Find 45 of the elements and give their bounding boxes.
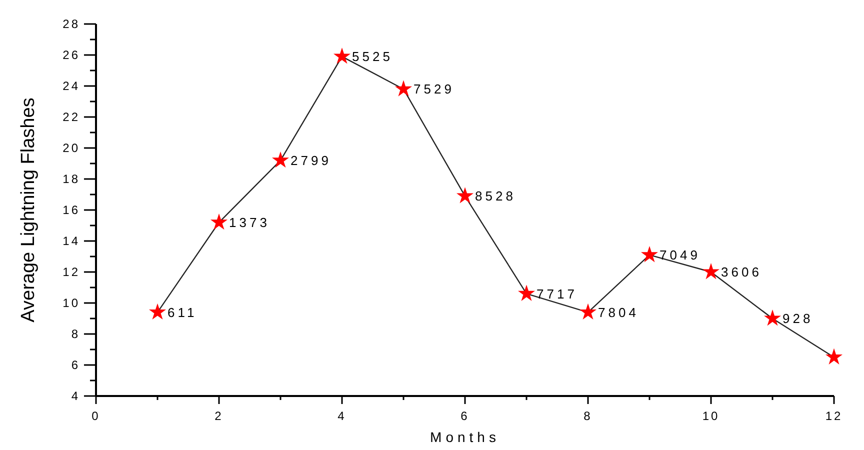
- y-tick-label: 6: [71, 358, 80, 372]
- point: [579, 303, 597, 320]
- annotation: 5525: [352, 49, 393, 64]
- y-tick-label: 14: [62, 234, 80, 248]
- point: [702, 263, 720, 280]
- x-tick-label: 0: [92, 409, 100, 423]
- point: [456, 187, 474, 204]
- y-axis-title: Average Lightning Flashes: [18, 98, 39, 322]
- y-tick-label: 26: [62, 48, 80, 62]
- y-tick-label: 20: [62, 141, 80, 156]
- x-tick-label: 12: [825, 409, 843, 423]
- point: [764, 310, 782, 326]
- y-tick-label: 10: [62, 296, 80, 310]
- annotation: 7049: [660, 248, 700, 262]
- x-tick-label: 4: [338, 409, 346, 423]
- y-tick-label: 8: [71, 327, 80, 342]
- annotation: 611: [168, 304, 198, 320]
- point: [518, 284, 536, 301]
- point: [210, 213, 228, 230]
- x-tick-label: 2: [214, 409, 224, 423]
- annotation: 7717: [536, 286, 578, 302]
- annotation: 7529: [414, 82, 454, 97]
- y-tick-label: 12: [62, 265, 80, 280]
- annotation: 1373: [229, 214, 270, 230]
- y-tick-label: 18: [62, 172, 80, 186]
- x-tick-label: 8: [584, 409, 592, 423]
- annotation: 2799: [290, 152, 332, 168]
- x-axis-title: Months: [430, 429, 500, 445]
- annotation: 8528: [475, 188, 516, 204]
- point: [825, 348, 843, 364]
- y-tick-label: 4: [71, 389, 80, 404]
- y-tick-label: 16: [62, 203, 80, 218]
- point: [148, 303, 166, 320]
- annotation: 7804: [598, 304, 639, 320]
- x-tick-label: 6: [460, 409, 470, 423]
- y-tick-label: 22: [62, 110, 80, 124]
- y-tick-label: 24: [62, 79, 80, 94]
- point: [333, 48, 351, 64]
- point: [640, 246, 658, 262]
- point: [394, 80, 412, 96]
- point: [272, 151, 290, 168]
- x-tick-label: 10: [702, 409, 720, 423]
- y-tick-label: 28: [62, 17, 80, 32]
- annotation: 3606: [721, 264, 762, 280]
- annotation: 928: [782, 311, 814, 326]
